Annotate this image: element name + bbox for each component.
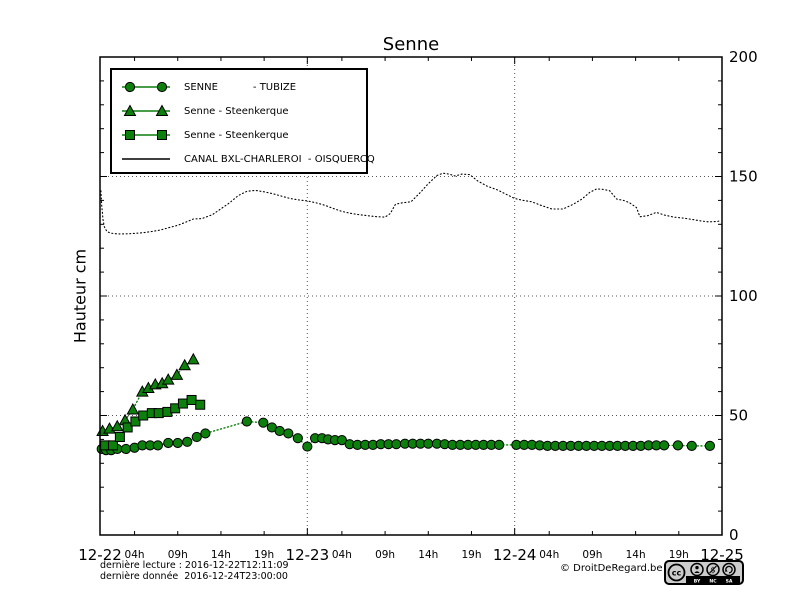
nc-no-dollar-icon: $ xyxy=(706,562,720,577)
by-label: BY xyxy=(694,578,701,584)
legend-label: Senne - Steenkerque xyxy=(184,129,289,141)
legend-item: Senne - Steenkerque xyxy=(112,99,366,123)
cc-license-badge: cc $ BY NC SA xyxy=(664,560,744,585)
axis-ticks xyxy=(99,56,723,536)
last-reading-text: dernière lecture : 2016-12-22T12:11:09 xyxy=(100,560,289,571)
x-axis-hour-label: 09h xyxy=(375,549,395,561)
cc-badge-bar xyxy=(686,576,740,583)
legend-item: Senne - Steenkerque xyxy=(112,123,366,147)
series-canal-oisquercq xyxy=(100,172,722,235)
y-axis-label: Hauteur cm xyxy=(70,248,90,344)
copyright-text: © DroitDeRegard.be xyxy=(560,563,663,574)
last-data-text: dernière donnée 2016-12-24T23:00:00 xyxy=(100,571,288,582)
legend-marker-triangle xyxy=(122,104,170,116)
x-axis-hour-label: 09h xyxy=(582,549,602,561)
y-axis-tick-label: 50 xyxy=(729,407,748,425)
nc-label: NC xyxy=(709,578,717,584)
x-axis-hour-label: 19h xyxy=(461,549,481,561)
legend-marker-line xyxy=(122,158,170,160)
x-axis-hour-label: 19h xyxy=(254,549,274,561)
x-axis-hour-label: 04h xyxy=(539,549,559,561)
series-senne-steenkerque-sq xyxy=(100,394,206,451)
y-axis-tick-label: 0 xyxy=(729,526,739,544)
sa-label: SA xyxy=(726,578,733,584)
x-axis-hour-label: 04h xyxy=(332,549,352,561)
y-axis-tick-label: 150 xyxy=(729,168,758,186)
x-axis-hour-label: 09h xyxy=(168,549,188,561)
x-axis-day-label: 12-23 xyxy=(286,546,330,564)
legend-item: SENNE - TUBIZE xyxy=(112,75,366,99)
legend-item: CANAL BXL-CHARLEROI - OISQUERCQ xyxy=(112,147,375,171)
x-axis-hour-label: 14h xyxy=(626,549,646,561)
x-axis-hour-label: 14h xyxy=(211,549,231,561)
legend-marker-square xyxy=(122,130,170,140)
x-axis-hour-label: 19h xyxy=(669,549,689,561)
legend: SENNE - TUBIZE Senne - Steenkerque Senne -… xyxy=(110,68,375,174)
page-title: Senne xyxy=(382,34,440,55)
x-axis-day-label: 12-25 xyxy=(700,546,744,564)
series-senne-steenkerque-tri xyxy=(96,352,200,437)
x-axis-day-label: 12-24 xyxy=(493,546,537,564)
legend-label: SENNE - TUBIZE xyxy=(184,81,297,93)
x-axis-hour-label: 14h xyxy=(418,549,438,561)
series-senne-tubize xyxy=(96,416,716,456)
legend-marker-circle xyxy=(122,81,170,93)
x-axis-day-label: 12-22 xyxy=(78,546,122,564)
sa-share-alike-icon xyxy=(722,562,736,577)
legend-label: Senne - Steenkerque xyxy=(184,105,289,117)
legend-label: CANAL BXL-CHARLEROI - OISQUERCQ xyxy=(184,153,375,165)
axis-labels: 12-22 12-23 12-24 12-25 04h 09h 14h 19h 04h 09h 14… xyxy=(78,48,757,564)
y-axis-tick-label: 100 xyxy=(729,287,758,305)
x-axis-hour-label: 04h xyxy=(125,549,145,561)
cc-icon-label: cc xyxy=(672,569,682,578)
by-person-icon xyxy=(690,562,704,577)
y-axis-tick-label: 200 xyxy=(729,48,758,66)
cc-icon xyxy=(667,563,686,582)
